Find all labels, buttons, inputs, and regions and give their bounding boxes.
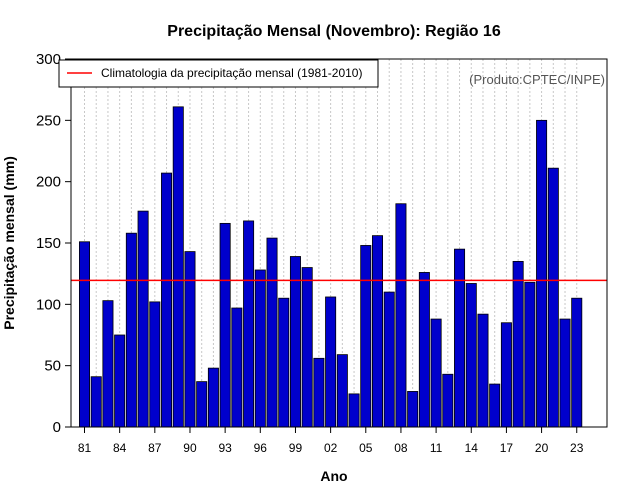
bar-1992 [207,367,219,428]
bar-2012 [442,373,454,428]
bar-1981 [79,241,91,428]
y-tick-label-50: 50 [44,358,61,375]
y-axis-label: Precipitação mensal (mm) [1,156,17,330]
x-tick-label-14: 14 [465,441,479,455]
chart-title: Precipitação Mensal (Novembro): Região 1… [167,23,501,40]
bar-1999 [289,256,301,428]
credit-text: (Produto:CPTEC/INPE) [469,72,605,87]
bar-1998 [278,297,290,428]
bar-1994 [231,307,243,428]
bar-2000 [301,267,313,428]
bars [79,106,583,428]
bar-2011 [430,318,442,428]
x-tick-label-96: 96 [254,441,268,455]
bar-2015 [477,313,489,428]
bar-2005 [360,245,372,428]
x-tick-label-84: 84 [113,441,127,455]
bar-1988 [161,172,173,428]
x-axis-label: Ano [320,468,347,484]
bar-1983 [102,300,114,428]
legend-label: Climatologia da precipitação mensal (198… [101,66,362,80]
bar-2016 [489,383,501,428]
bar-2020 [536,119,548,428]
bar-1982 [90,376,102,428]
bar-2013 [454,248,466,428]
bar-2009 [407,391,419,428]
x-tick-label-02: 02 [324,441,338,455]
bar-1985 [125,232,137,428]
x-tick-label-17: 17 [500,441,514,455]
x-axis: 81 84 87 90 93 96 99 02 05 08 11 14 17 20 23 [78,427,584,455]
x-tick-label-11: 11 [430,441,443,455]
x-tick-label-23: 23 [570,441,584,455]
y-tick-label-300: 300 [36,51,61,68]
x-tick-label-08: 08 [394,441,408,455]
bar-2001 [313,357,325,428]
bar-2002 [325,296,337,428]
x-tick-label-87: 87 [148,441,162,455]
x-tick-label-05: 05 [359,441,373,455]
bar-2003 [336,354,348,428]
bar-1991 [196,381,208,428]
bar-2007 [383,291,395,428]
y-tick-label-150: 150 [36,235,61,252]
y-tick-label-0: 0 [53,419,61,436]
bar-1996 [254,269,266,428]
bar-2004 [348,393,360,428]
x-tick-label-90: 90 [183,441,197,455]
legend: Climatologia da precipitação mensal (198… [58,59,379,88]
bar-2021 [547,167,559,428]
bar-2008 [395,203,407,428]
bar-1984 [114,334,126,428]
bar-2010 [418,272,430,428]
x-tick-label-81: 81 [78,441,92,455]
bar-1995 [243,220,255,428]
bar-2006 [371,235,383,428]
bar-2019 [524,281,536,428]
y-tick-label-250: 250 [36,112,61,129]
bar-1986 [137,210,149,428]
bar-2022 [559,318,571,428]
bar-1993 [219,222,231,428]
y-tick-label-100: 100 [36,296,61,313]
bar-2017 [500,322,512,428]
bar-1990 [184,251,196,428]
bar-2014 [465,283,477,428]
x-tick-label-20: 20 [535,441,549,455]
bar-2018 [512,260,524,428]
y-tick-label-200: 200 [36,174,61,191]
bar-1987 [149,301,161,428]
bar-1989 [172,106,184,428]
x-tick-label-99: 99 [289,441,303,455]
bar-1997 [266,237,278,428]
y-axis: 0 50 100 150 200 250 300 [36,51,71,436]
bar-2023 [571,297,583,428]
legend-box [58,59,379,88]
x-tick-label-93: 93 [218,441,232,455]
